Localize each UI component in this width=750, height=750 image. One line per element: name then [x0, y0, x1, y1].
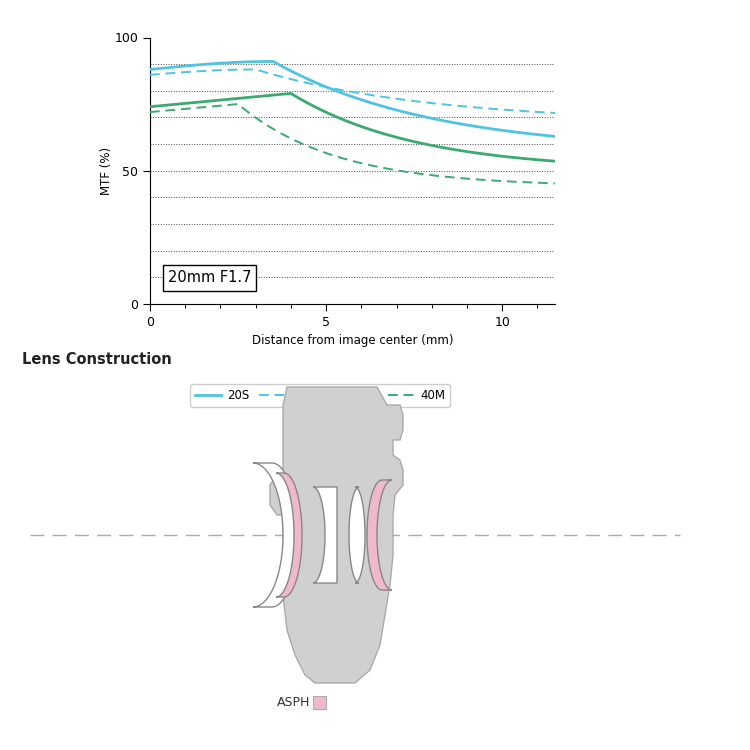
Polygon shape [367, 480, 392, 590]
Polygon shape [313, 487, 337, 583]
X-axis label: Distance from image center (mm): Distance from image center (mm) [252, 334, 453, 347]
Text: Lens Construction: Lens Construction [22, 352, 172, 367]
Y-axis label: MTF (%): MTF (%) [100, 146, 113, 195]
Text: 20mm F1.7: 20mm F1.7 [167, 271, 251, 286]
Polygon shape [276, 473, 302, 597]
Text: ASPH: ASPH [277, 695, 310, 709]
Polygon shape [270, 387, 403, 683]
FancyBboxPatch shape [313, 696, 326, 709]
Polygon shape [253, 463, 297, 607]
Polygon shape [349, 487, 365, 583]
Legend: 20S, 20M, 40S, 40M: 20S, 20M, 40S, 40M [190, 384, 450, 406]
